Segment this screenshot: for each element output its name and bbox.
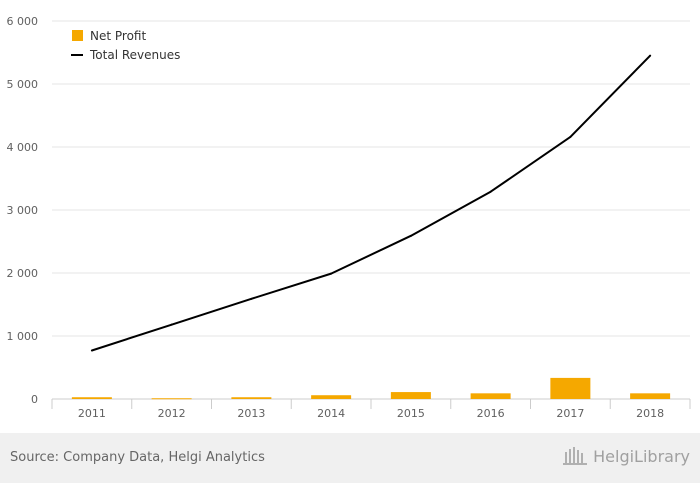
x-tick-label: 2015	[397, 407, 425, 420]
total-revenues-point	[409, 234, 412, 237]
total-revenues-point	[330, 272, 333, 275]
y-tick-label: 6 000	[7, 15, 39, 28]
total-revenues-point	[649, 54, 652, 57]
net-profit-bar	[630, 393, 671, 399]
net-profit-bar	[71, 397, 112, 399]
legend-swatch-net-profit	[72, 30, 83, 41]
brand-name: HelgiLibrary	[593, 446, 690, 466]
y-axis: 0 1 000 2 000 3 000 4 000 5 000 6 000	[7, 15, 39, 406]
total-revenues-point	[170, 323, 173, 326]
legend: Net Profit Total Revenues	[71, 29, 180, 62]
net-profit-bar	[311, 395, 352, 399]
x-tick-label: 2016	[477, 407, 505, 420]
x-tick-label: 2011	[78, 407, 106, 420]
y-tick-label: 3 000	[7, 204, 39, 217]
net-profit-bar	[151, 398, 192, 400]
net-profit-bar	[231, 397, 272, 399]
gridlines	[52, 20, 690, 337]
net-profit-bars	[71, 377, 671, 400]
net-profit-bar	[390, 392, 431, 399]
x-axis: 2011 2012 2013 2014 2015 2016 2017 2018	[51, 398, 691, 420]
x-tick-label: 2012	[158, 407, 186, 420]
total-revenues-point	[489, 190, 492, 193]
legend-label-net-profit: Net Profit	[90, 29, 146, 43]
total-revenues-line-group	[90, 54, 652, 352]
x-tick-label: 2014	[317, 407, 345, 420]
y-tick-label: 1 000	[7, 330, 39, 343]
chart-footer: Source: Company Data, Helgi Analytics He…	[0, 433, 700, 483]
brand-logo[interactable]: HelgiLibrary	[563, 446, 690, 466]
legend-label-total-revenues: Total Revenues	[89, 48, 180, 62]
y-tick-label: 4 000	[7, 141, 39, 154]
net-profit-bar	[470, 393, 511, 399]
x-tick-label: 2013	[237, 407, 265, 420]
library-columns-icon	[563, 447, 588, 465]
source-note: Source: Company Data, Helgi Analytics	[10, 450, 265, 465]
x-tick-label: 2018	[636, 407, 664, 420]
x-tick-label: 2017	[556, 407, 584, 420]
total-revenues-point	[250, 297, 253, 300]
total-revenues-point	[569, 135, 572, 138]
y-tick-label: 0	[31, 393, 38, 406]
y-tick-label: 2 000	[7, 267, 39, 280]
total-revenues-point	[90, 349, 93, 352]
net-profit-bar	[550, 377, 591, 399]
total-revenues-line	[91, 54, 651, 352]
y-tick-label: 5 000	[7, 78, 39, 91]
